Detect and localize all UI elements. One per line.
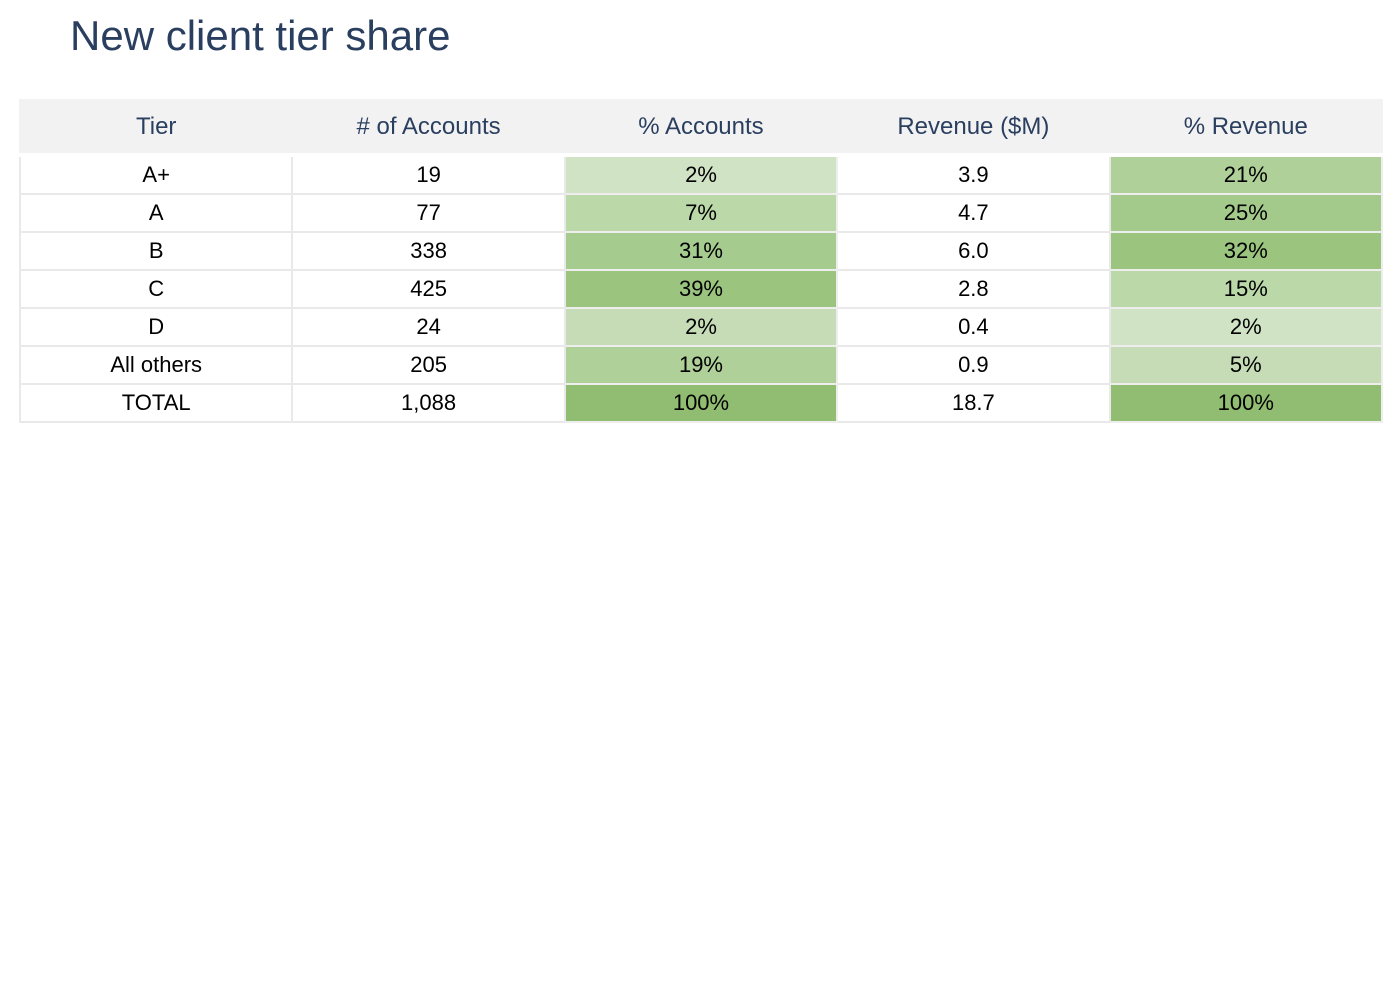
cell-accounts: 7% [563, 193, 839, 233]
cell-tier: B [18, 231, 294, 271]
cell-tier: All others [18, 345, 294, 385]
cell-of-accounts: 77 [291, 193, 566, 233]
table-row: TOTAL 1,088 100% 18.7 100% [18, 383, 1383, 423]
column-header-accounts: % Accounts [563, 99, 839, 157]
cell-revenue-m: 6.0 [836, 231, 1111, 271]
cell-of-accounts: 19 [291, 154, 566, 195]
cell-revenue: 2% [1108, 307, 1383, 347]
cell-revenue: 100% [1108, 383, 1383, 423]
cell-revenue: 25% [1108, 193, 1383, 233]
header-row: Tier # of Accounts% Accounts Revenue ($M)%… [18, 99, 1383, 157]
cell-tier: C [18, 269, 294, 309]
table-row: A 77 7% 4.7 25% [18, 193, 1383, 233]
cell-revenue: 32% [1108, 231, 1383, 271]
column-header-tier: Tier [18, 99, 294, 157]
cell-tier: TOTAL [18, 383, 294, 423]
cell-revenue-m: 3.9 [836, 154, 1111, 195]
column-header-revenue-m: Revenue ($M) [836, 99, 1111, 157]
column-header-revenue: % Revenue [1108, 99, 1383, 157]
cell-accounts: 100% [563, 383, 839, 423]
cell-revenue-m: 0.4 [836, 307, 1111, 347]
table-row: C 425 39% 2.8 15% [18, 269, 1383, 309]
table-row: All others 205 19% 0.9 5% [18, 345, 1383, 385]
table-row: D 24 2% 0.4 2% [18, 307, 1383, 347]
cell-of-accounts: 1,088 [291, 383, 566, 423]
cell-tier: A [18, 193, 294, 233]
cell-of-accounts: 24 [291, 307, 566, 347]
cell-revenue-m: 18.7 [836, 383, 1111, 423]
page-title: New client tier share [70, 12, 451, 59]
table-row: B 338 31% 6.0 32% [18, 231, 1383, 271]
cell-revenue: 5% [1108, 345, 1383, 385]
cell-accounts: 19% [563, 345, 839, 385]
cell-accounts: 39% [563, 269, 839, 309]
tier-share-table: Tier # of Accounts% Accounts Revenue ($M)%… [18, 99, 1383, 423]
cell-of-accounts: 205 [291, 345, 566, 385]
cell-accounts: 31% [563, 231, 839, 271]
column-header-of-accounts: # of Accounts [291, 99, 566, 157]
table-row: A+ 19 2% 3.9 21% [18, 154, 1383, 195]
cell-revenue-m: 0.9 [836, 345, 1111, 385]
cell-revenue-m: 2.8 [836, 269, 1111, 309]
cell-accounts: 2% [563, 307, 839, 347]
cell-accounts: 2% [563, 154, 839, 195]
table-header: Tier # of Accounts% Accounts Revenue ($M)%… [18, 99, 1383, 157]
table-body: A+ 19 2% 3.9 21% A 77 7% 4.7 25% B 338 31% 6.0 32% C 425… [18, 154, 1383, 423]
cell-tier: A+ [18, 154, 294, 195]
cell-of-accounts: 338 [291, 231, 566, 271]
cell-revenue: 15% [1108, 269, 1383, 309]
cell-revenue: 21% [1108, 154, 1383, 195]
tier-share-table-container: Tier # of Accounts% Accounts Revenue ($M)%… [18, 99, 1383, 423]
cell-of-accounts: 425 [291, 269, 566, 309]
cell-tier: D [18, 307, 294, 347]
cell-revenue-m: 4.7 [836, 193, 1111, 233]
